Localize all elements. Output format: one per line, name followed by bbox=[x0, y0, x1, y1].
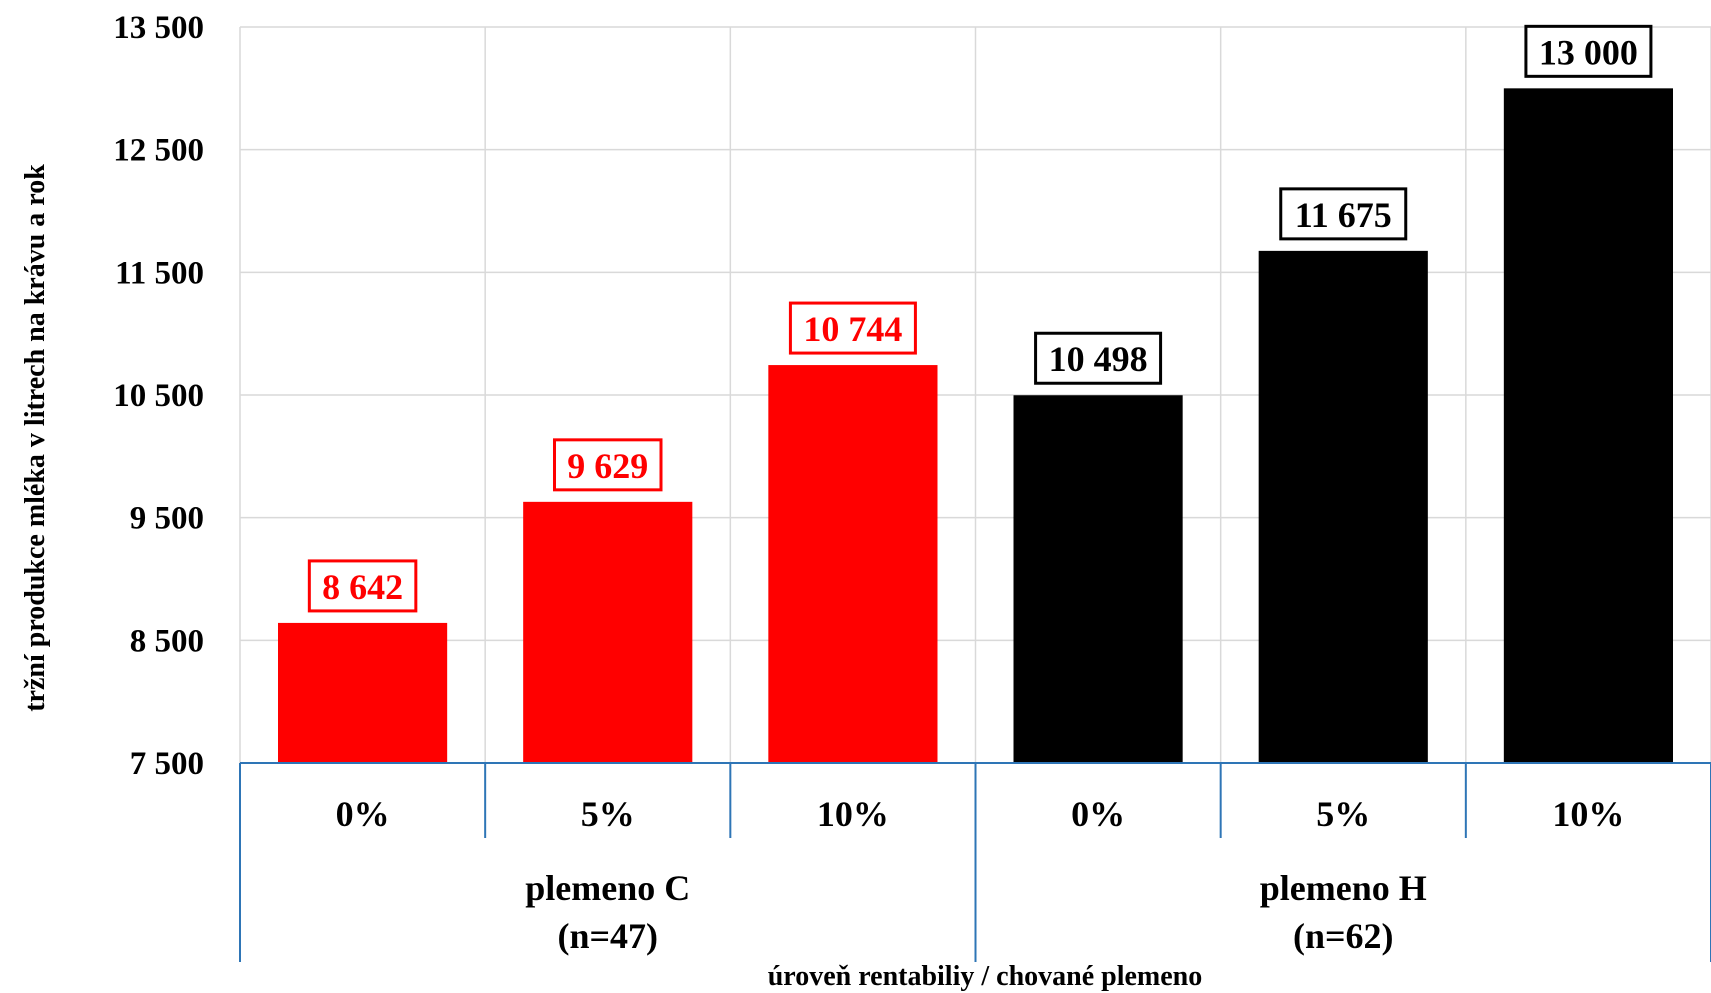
data-label: 9 629 bbox=[567, 446, 648, 486]
data-label: 10 498 bbox=[1049, 339, 1148, 379]
data-label-box bbox=[553, 438, 663, 492]
data-label: 11 675 bbox=[1295, 195, 1392, 235]
data-labels: 8 642 9 629 10 744 10 498 11 675 13 000 bbox=[307, 24, 1653, 613]
data-label-box bbox=[307, 559, 418, 613]
y-tick-label: 8 500 bbox=[130, 623, 204, 659]
group-label: plemeno H bbox=[1260, 868, 1427, 908]
bar bbox=[1258, 250, 1428, 763]
data-label-box bbox=[1034, 331, 1163, 385]
bar bbox=[1503, 88, 1673, 764]
data-label-box bbox=[1279, 187, 1408, 241]
y-tick-label: 9 500 bbox=[130, 501, 204, 537]
y-axis-title: tržní produkce mléka v litrech na krávu … bbox=[20, 164, 51, 712]
group-sublabel: (n=62) bbox=[1293, 916, 1394, 956]
x-tick-label: 5% bbox=[581, 794, 635, 834]
bars bbox=[278, 88, 1673, 764]
y-tick-label: 10 500 bbox=[113, 378, 204, 414]
data-label-box bbox=[788, 301, 917, 355]
gridlines bbox=[239, 26, 1711, 763]
x-tick-label: 5% bbox=[1316, 794, 1370, 834]
x-tick-label: 10% bbox=[1552, 794, 1624, 834]
bar bbox=[523, 501, 693, 763]
y-axis: 7 500 8 500 9 500 10 500 11 500 12 500 13 500 bbox=[113, 10, 204, 782]
x-axis: 0% 5% 10% 0% 5% 10% plemeno C (n=47) plemeno H (n… bbox=[239, 762, 1711, 962]
y-tick-label: 12 500 bbox=[113, 133, 204, 169]
bar bbox=[768, 365, 938, 763]
data-label-box bbox=[1524, 24, 1653, 78]
y-tick-label: 13 500 bbox=[113, 10, 204, 46]
x-tick-label: 0% bbox=[336, 794, 390, 834]
x-axis-title: úroveň rentabiliy / chované plemeno bbox=[768, 961, 1203, 992]
bar bbox=[1013, 395, 1183, 763]
data-label: 13 000 bbox=[1539, 32, 1638, 72]
data-label: 10 744 bbox=[803, 309, 902, 349]
x-tick-label: 10% bbox=[817, 794, 889, 834]
bar bbox=[278, 622, 448, 763]
group-label: plemeno C bbox=[525, 868, 690, 908]
y-tick-label: 11 500 bbox=[115, 255, 204, 291]
group-sublabel: (n=47) bbox=[557, 916, 658, 956]
x-tick-label: 0% bbox=[1071, 794, 1125, 834]
y-tick-label: 7 500 bbox=[130, 746, 204, 782]
data-label: 8 642 bbox=[322, 567, 403, 607]
